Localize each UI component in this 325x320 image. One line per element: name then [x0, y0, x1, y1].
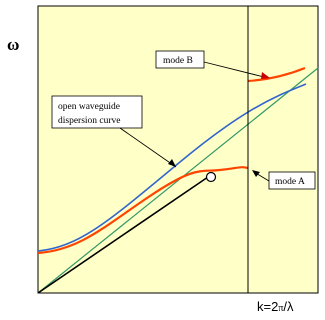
mode-b-label-box — [155, 50, 205, 69]
open-waveguide-arrowhead — [168, 159, 176, 167]
light-line — [37, 67, 319, 294]
open-waveguide-curve — [37, 83, 307, 252]
group-velocity-line — [37, 176, 209, 294]
mode-b-arrow — [203, 61, 269, 79]
open-waveguide-label-line2: dispersion curve — [58, 116, 121, 126]
x-axis-label: k=2π/λ — [257, 299, 294, 314]
open-waveguide-label-box — [51, 95, 143, 129]
plot-area — [37, 5, 319, 294]
mode-b-curve — [247, 66, 306, 83]
mode-b-arrowhead — [261, 72, 270, 79]
y-axis-label: ω — [7, 35, 19, 54]
mode-b-label: mode B — [163, 56, 193, 66]
operating-point — [205, 171, 217, 183]
x-axis-label-prefix: k=2 — [257, 299, 278, 314]
mode-a-label: mode A — [275, 177, 305, 187]
mode-a-arrowhead — [252, 170, 260, 177]
open-waveguide-arrow — [119, 127, 177, 168]
mode-a-curve — [37, 166, 249, 255]
x-axis-label-pi: π — [278, 303, 283, 314]
open-waveguide-label-line1: open waveguide — [58, 102, 120, 112]
x-axis-label-suffix: /λ — [283, 299, 294, 314]
